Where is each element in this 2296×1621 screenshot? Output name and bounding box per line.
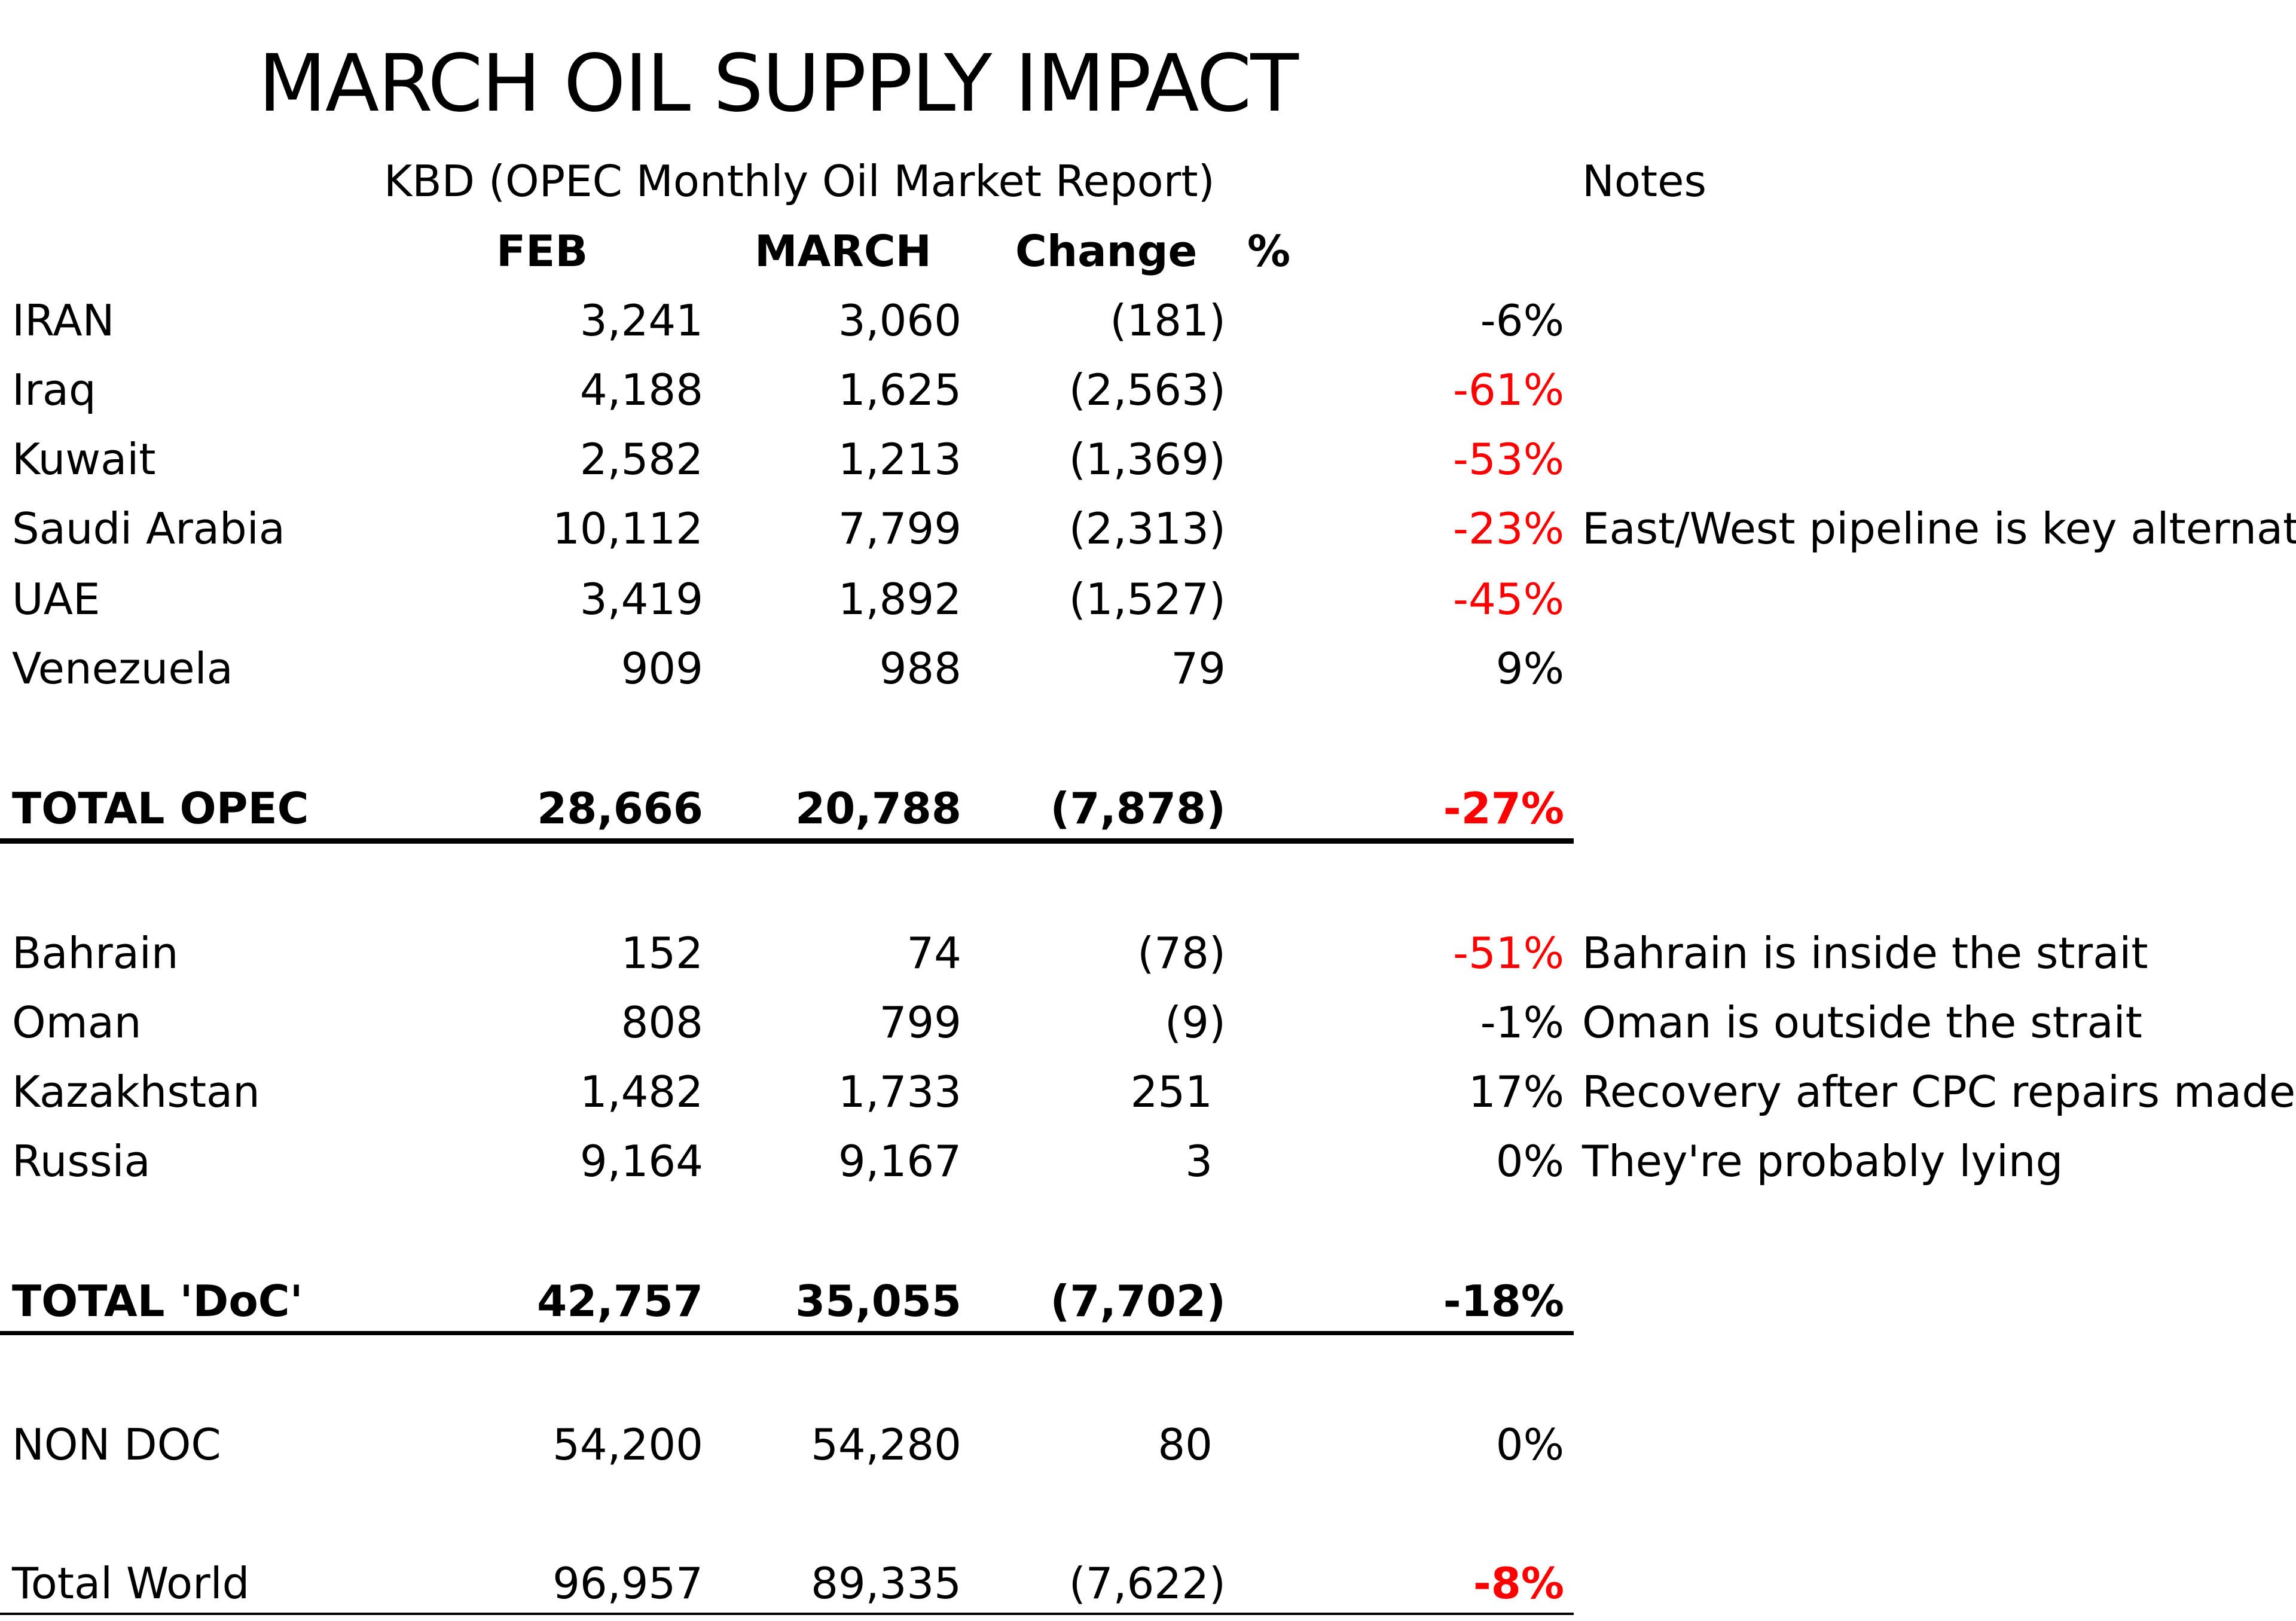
row-label: Oman — [12, 997, 142, 1048]
non-doc-row: NON DOC 54,200 54,280 80 0% — [0, 1410, 2296, 1479]
pct-value: -8% — [1473, 1558, 1564, 1608]
change-value: (7,702) — [1050, 1276, 1226, 1326]
row-note: Recovery after CPC repairs made — [1582, 1067, 2296, 1117]
row-label: Russia — [12, 1136, 151, 1186]
march-value: 74 — [906, 928, 961, 978]
row-note: East/West pipeline is key alternati — [1582, 503, 2296, 554]
table-row: Iraq 4,188 1,625 (2,563) -61% — [0, 355, 2296, 425]
march-value: 9,167 — [838, 1136, 961, 1186]
notes-header: Notes — [1582, 156, 1706, 206]
table-row: Bahrain 152 74 (78) -51% Bahrain is insi… — [0, 918, 2296, 988]
change-value: 3 — [1185, 1136, 1213, 1186]
row-label: Kazakhstan — [12, 1067, 260, 1117]
change-value: (7,878) — [1050, 783, 1226, 834]
march-value: 3,060 — [838, 295, 961, 346]
table-row: Kazakhstan 1,482 1,733 251 17% Recovery … — [0, 1057, 2296, 1127]
row-note: Bahrain is inside the strait — [1582, 928, 2148, 978]
change-value: (2,313) — [1068, 503, 1226, 554]
feb-value: 808 — [621, 997, 703, 1048]
total-opec-underline — [0, 838, 1574, 844]
total-doc-row: TOTAL 'DoC' 42,757 35,055 (7,702) -18% — [0, 1266, 2296, 1336]
march-value: 7,799 — [838, 503, 961, 554]
col-header-change: Change — [1015, 226, 1198, 276]
feb-value: 152 — [621, 928, 703, 978]
row-label: Bahrain — [12, 928, 179, 978]
units-subtitle: KBD (OPEC Monthly Oil Market Report) — [384, 156, 1215, 206]
row-note: They're probably lying — [1582, 1136, 2063, 1186]
change-value: (1,369) — [1068, 434, 1226, 484]
total-doc-underline — [0, 1331, 1574, 1335]
change-value: (7,622) — [1068, 1558, 1226, 1608]
march-value: 1,733 — [838, 1067, 961, 1117]
row-label: TOTAL 'DoC' — [12, 1276, 303, 1326]
row-label: TOTAL OPEC — [12, 783, 309, 834]
pct-value: 17% — [1468, 1067, 1564, 1117]
table-row: Venezuela 909 988 79 9% — [0, 634, 2296, 703]
pct-value: -45% — [1452, 574, 1564, 624]
pct-value: -6% — [1480, 295, 1564, 346]
col-header-march: MARCH — [755, 226, 932, 276]
feb-value: 42,757 — [537, 1276, 703, 1326]
pct-value: -1% — [1480, 997, 1564, 1048]
march-value: 54,280 — [811, 1419, 961, 1470]
change-value: (78) — [1137, 928, 1226, 978]
march-value: 799 — [879, 997, 961, 1048]
change-value: 251 — [1130, 1067, 1213, 1117]
feb-value: 28,666 — [537, 783, 703, 834]
table-row: Oman 808 799 (9) -1% Oman is outside the… — [0, 988, 2296, 1057]
feb-value: 54,200 — [552, 1419, 703, 1470]
march-value: 20,788 — [795, 783, 961, 834]
row-label: Kuwait — [12, 434, 156, 484]
pct-value: -53% — [1452, 434, 1564, 484]
row-label: UAE — [12, 574, 100, 624]
row-label: Saudi Arabia — [12, 503, 285, 554]
pct-value: 0% — [1495, 1419, 1564, 1470]
pct-value: 0% — [1495, 1136, 1564, 1186]
march-value: 89,335 — [811, 1558, 961, 1608]
col-header-feb: FEB — [496, 226, 588, 276]
change-value: 80 — [1158, 1419, 1213, 1470]
row-label: Venezuela — [12, 643, 233, 694]
pct-value: -61% — [1452, 365, 1564, 415]
pct-value: 9% — [1495, 643, 1564, 694]
col-header-pct: % — [1247, 226, 1291, 276]
change-value: (2,563) — [1068, 365, 1226, 415]
table-row: Saudi Arabia 10,112 7,799 (2,313) -23% E… — [0, 494, 2296, 563]
pct-value: -27% — [1443, 783, 1564, 834]
feb-value: 3,241 — [579, 295, 703, 346]
pct-value: -23% — [1452, 503, 1564, 554]
feb-value: 3,419 — [579, 574, 703, 624]
total-opec-row: TOTAL OPEC 28,666 20,788 (7,878) -27% — [0, 774, 2296, 843]
table-row: IRAN 3,241 3,060 (181) -6% — [0, 286, 2296, 355]
pct-value: -51% — [1452, 928, 1564, 978]
march-value: 35,055 — [795, 1276, 961, 1326]
feb-value: 96,957 — [552, 1558, 703, 1608]
feb-value: 9,164 — [579, 1136, 703, 1186]
row-label: IRAN — [12, 295, 115, 346]
feb-value: 2,582 — [579, 434, 703, 484]
feb-value: 909 — [621, 643, 703, 694]
table-row: UAE 3,419 1,892 (1,527) -45% — [0, 564, 2296, 634]
row-label: Total World — [12, 1558, 250, 1608]
page-title: MARCH OIL SUPPLY IMPACT — [258, 38, 1299, 130]
march-value: 1,892 — [838, 574, 961, 624]
row-label: Iraq — [12, 365, 96, 415]
total-world-underline — [0, 1613, 1574, 1615]
march-value: 1,213 — [838, 434, 961, 484]
feb-value: 10,112 — [552, 503, 703, 554]
feb-value: 1,482 — [579, 1067, 703, 1117]
table-row: Russia 9,164 9,167 3 0% They're probably… — [0, 1127, 2296, 1196]
feb-value: 4,188 — [579, 365, 703, 415]
table-row: Kuwait 2,582 1,213 (1,369) -53% — [0, 425, 2296, 494]
pct-value: -18% — [1443, 1276, 1564, 1326]
row-note: Oman is outside the strait — [1582, 997, 2142, 1048]
change-value: (1,527) — [1068, 574, 1226, 624]
change-value: 79 — [1171, 643, 1226, 694]
march-value: 988 — [879, 643, 961, 694]
total-world-row: Total World 96,957 89,335 (7,622) -8% — [0, 1549, 2296, 1618]
row-label: NON DOC — [12, 1419, 221, 1470]
change-value: (9) — [1165, 997, 1226, 1048]
march-value: 1,625 — [838, 365, 961, 415]
change-value: (181) — [1110, 295, 1226, 346]
